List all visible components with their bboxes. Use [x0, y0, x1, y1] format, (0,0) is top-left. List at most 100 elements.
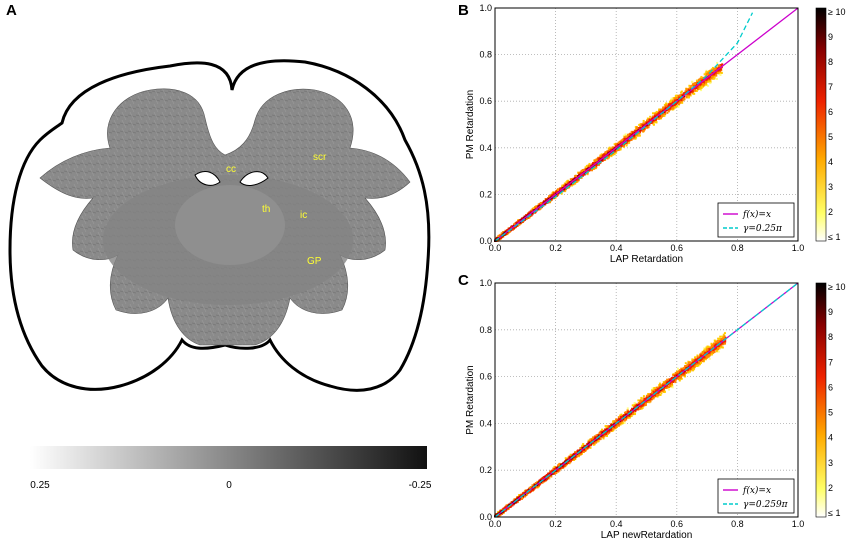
- heat-colorbar-b: [815, 7, 827, 242]
- density-point: [604, 432, 607, 435]
- density-point: [582, 173, 585, 176]
- density-point: [662, 382, 665, 385]
- density-point: [580, 175, 583, 178]
- density-point: [587, 441, 590, 444]
- grayscale-bar: [30, 446, 427, 469]
- density-point: [669, 106, 672, 109]
- density-point: [512, 227, 515, 230]
- density-point: [573, 458, 576, 461]
- density-point: [600, 431, 603, 434]
- density-point: [512, 503, 515, 506]
- density-point: [558, 467, 561, 470]
- density-point: [588, 162, 591, 165]
- density-point: [679, 100, 682, 103]
- density-point: [524, 489, 527, 492]
- density-point: [695, 89, 698, 92]
- density-point: [560, 192, 563, 195]
- panel-a-brain: cc scr th ic GP: [8, 59, 431, 392]
- density-point: [615, 418, 618, 421]
- density-point: [709, 353, 712, 356]
- density-point: [663, 106, 666, 109]
- density-point: [700, 75, 703, 78]
- density-point: [655, 110, 658, 113]
- density-point: [679, 101, 682, 104]
- density-point: [664, 113, 667, 116]
- density-point: [663, 388, 666, 391]
- density-point: [569, 456, 572, 459]
- density-point: [614, 149, 617, 152]
- density-point: [538, 208, 541, 211]
- density-point: [613, 150, 616, 153]
- density-point: [642, 130, 645, 133]
- density-point: [707, 73, 710, 76]
- density-point: [641, 399, 644, 402]
- density-point: [602, 436, 605, 439]
- density-point: [518, 496, 521, 499]
- density-point: [597, 157, 600, 160]
- density-point: [713, 73, 716, 76]
- density-point: [656, 395, 659, 398]
- y-tick-label-b: 0.6: [479, 96, 492, 106]
- density-point: [642, 395, 645, 398]
- density-point: [717, 350, 720, 353]
- density-point: [559, 464, 562, 467]
- density-point: [658, 390, 661, 393]
- density-point: [713, 68, 716, 71]
- density-point: [597, 440, 600, 443]
- density-point: [545, 201, 548, 204]
- density-point: [671, 107, 674, 110]
- density-point: [604, 434, 607, 437]
- density-point: [605, 151, 608, 154]
- density-point: [610, 153, 613, 156]
- density-point: [658, 115, 661, 118]
- density-point: [573, 456, 576, 459]
- density-point: [673, 106, 676, 109]
- density-point: [628, 134, 631, 137]
- density-point: [699, 359, 702, 362]
- density-point: [564, 457, 567, 460]
- density-point: [615, 151, 618, 154]
- density-point: [610, 424, 613, 427]
- density-point: [675, 100, 678, 103]
- density-point: [547, 197, 550, 200]
- density-point: [693, 83, 696, 86]
- density-point: [672, 373, 675, 376]
- density-point: [668, 382, 671, 385]
- density-point: [619, 140, 622, 143]
- density-point: [588, 444, 591, 447]
- density-point: [719, 73, 722, 76]
- density-point: [649, 393, 652, 396]
- density-point: [578, 455, 581, 458]
- density-point: [598, 157, 601, 160]
- density-point: [521, 220, 524, 223]
- density-point: [595, 158, 598, 161]
- density-point: [642, 405, 645, 408]
- density-point: [627, 139, 630, 142]
- density-point: [698, 355, 701, 358]
- density-point: [534, 207, 537, 210]
- density-point: [669, 99, 672, 102]
- density-point: [684, 365, 687, 368]
- density-point: [660, 390, 663, 393]
- density-point: [655, 386, 658, 389]
- density-point: [696, 357, 699, 360]
- density-point: [623, 414, 626, 417]
- density-point: [639, 131, 642, 134]
- density-point: [557, 470, 560, 473]
- density-point: [517, 494, 520, 497]
- density-point: [551, 193, 554, 196]
- density-point: [669, 382, 672, 385]
- colorbar-tick-b: 9: [828, 32, 833, 42]
- density-point: [515, 500, 518, 503]
- density-point: [679, 375, 682, 378]
- density-point: [602, 437, 605, 440]
- density-point: [578, 452, 581, 455]
- ventricle-right: [239, 171, 269, 186]
- density-point: [693, 358, 696, 361]
- density-point: [691, 89, 694, 92]
- density-point: [688, 94, 691, 97]
- density-point: [630, 409, 633, 412]
- density-point: [651, 115, 654, 118]
- density-point: [636, 126, 639, 129]
- density-point: [659, 384, 662, 387]
